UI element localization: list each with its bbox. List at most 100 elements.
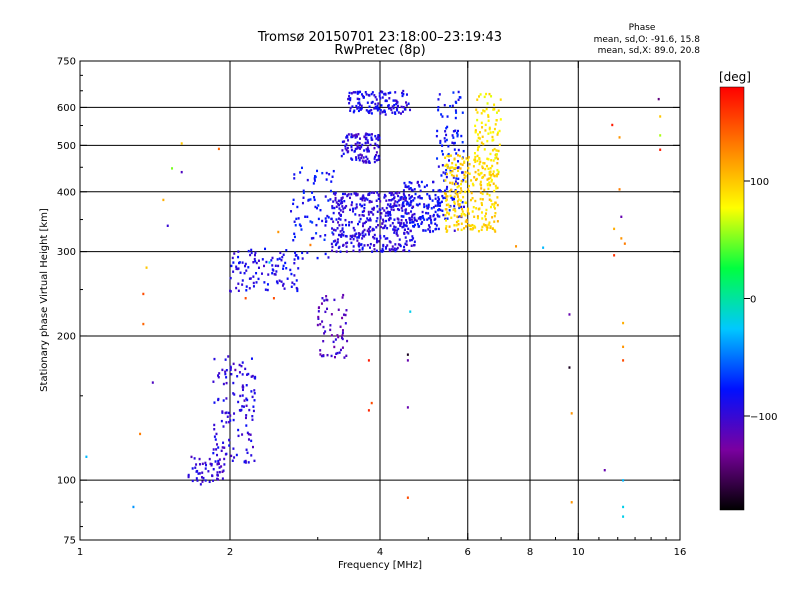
cluster-point	[253, 459, 256, 463]
cluster-point	[452, 142, 455, 145]
scatter-point	[620, 237, 623, 240]
cluster-point	[451, 134, 454, 137]
cluster-point	[468, 184, 471, 188]
cluster-point	[218, 372, 221, 375]
cluster-point	[198, 457, 201, 461]
cluster-point	[225, 381, 228, 385]
cluster-point	[357, 102, 360, 105]
cluster-point	[263, 264, 266, 268]
scatter-point	[309, 243, 312, 247]
scatter-point	[406, 496, 409, 499]
cluster-point	[381, 111, 384, 114]
cluster-point	[224, 370, 227, 373]
cluster-point	[461, 210, 464, 213]
cluster-point	[433, 218, 436, 221]
cluster-point	[392, 205, 395, 208]
cluster-point	[331, 227, 334, 230]
cluster-point	[403, 228, 406, 231]
cluster-point	[332, 211, 335, 215]
cluster-point	[400, 195, 403, 199]
cluster-point	[365, 155, 368, 159]
cluster-point	[324, 310, 327, 314]
cluster-point	[395, 248, 398, 251]
cluster-point	[350, 220, 353, 224]
cluster-point	[384, 92, 387, 96]
cluster-point	[422, 229, 425, 232]
cluster-point	[436, 215, 439, 218]
cluster-point	[386, 226, 389, 230]
cluster-point	[411, 215, 413, 218]
cluster-point	[348, 98, 351, 101]
cluster-point	[489, 205, 492, 209]
cluster-point	[453, 204, 456, 208]
cluster-point	[312, 236, 315, 240]
cluster-point	[488, 181, 491, 184]
cluster-point	[392, 99, 395, 102]
cluster-point	[230, 372, 233, 376]
cluster-point	[491, 139, 494, 142]
cluster-point	[460, 215, 463, 218]
cluster-point	[474, 226, 477, 229]
cluster-point	[445, 187, 448, 191]
cluster-point	[357, 109, 360, 113]
y-tick-label: 75	[63, 536, 76, 547]
cluster-point	[376, 104, 379, 108]
cluster-point	[409, 196, 412, 199]
cluster-point	[241, 388, 244, 392]
cluster-point	[220, 419, 223, 423]
cluster-point	[477, 146, 480, 149]
cluster-point	[336, 227, 339, 230]
cluster-point	[244, 264, 247, 268]
cluster-point	[354, 142, 357, 146]
cluster-point	[479, 180, 482, 184]
cluster-point	[454, 109, 457, 112]
cluster-point	[358, 248, 361, 252]
cluster-point	[252, 275, 255, 278]
cluster-point	[362, 222, 365, 225]
cluster-point	[447, 203, 450, 206]
cluster-point	[423, 205, 426, 209]
cluster-point	[356, 135, 358, 138]
cluster-point	[260, 272, 263, 275]
cluster-point	[342, 243, 345, 247]
cluster-point	[461, 207, 464, 211]
cluster-point	[452, 208, 455, 211]
cluster-point	[390, 248, 393, 251]
cluster-point	[487, 187, 490, 191]
cluster-point	[493, 174, 496, 178]
cluster-point	[229, 365, 232, 369]
cluster-point	[383, 196, 386, 199]
cluster-point	[493, 202, 496, 206]
cluster-point	[229, 289, 232, 293]
cluster-point	[345, 245, 348, 248]
cluster-point	[441, 153, 444, 156]
cluster-point	[445, 133, 448, 137]
cluster-point	[195, 477, 198, 480]
cluster-point	[405, 240, 408, 243]
cluster-point	[429, 229, 432, 232]
cluster-point	[460, 228, 463, 232]
cluster-point	[244, 416, 247, 420]
cluster-point	[454, 116, 457, 120]
cluster-point	[418, 216, 421, 219]
cluster-point	[350, 203, 353, 207]
cluster-point	[296, 205, 299, 209]
cluster-point	[474, 155, 477, 159]
cluster-point	[444, 130, 447, 133]
cluster-point	[237, 267, 240, 270]
cluster-point	[467, 166, 470, 170]
scatter-point	[570, 412, 573, 415]
cluster-point	[342, 152, 345, 156]
cluster-point	[440, 200, 443, 203]
cluster-point	[344, 206, 347, 209]
cluster-point	[249, 433, 252, 436]
cluster-point	[368, 233, 371, 236]
cluster-point	[345, 223, 348, 227]
cluster-point	[394, 229, 397, 232]
scatter-point	[142, 322, 145, 326]
cluster-point	[497, 172, 500, 176]
cluster-point	[347, 150, 350, 153]
cluster-point	[241, 279, 244, 282]
